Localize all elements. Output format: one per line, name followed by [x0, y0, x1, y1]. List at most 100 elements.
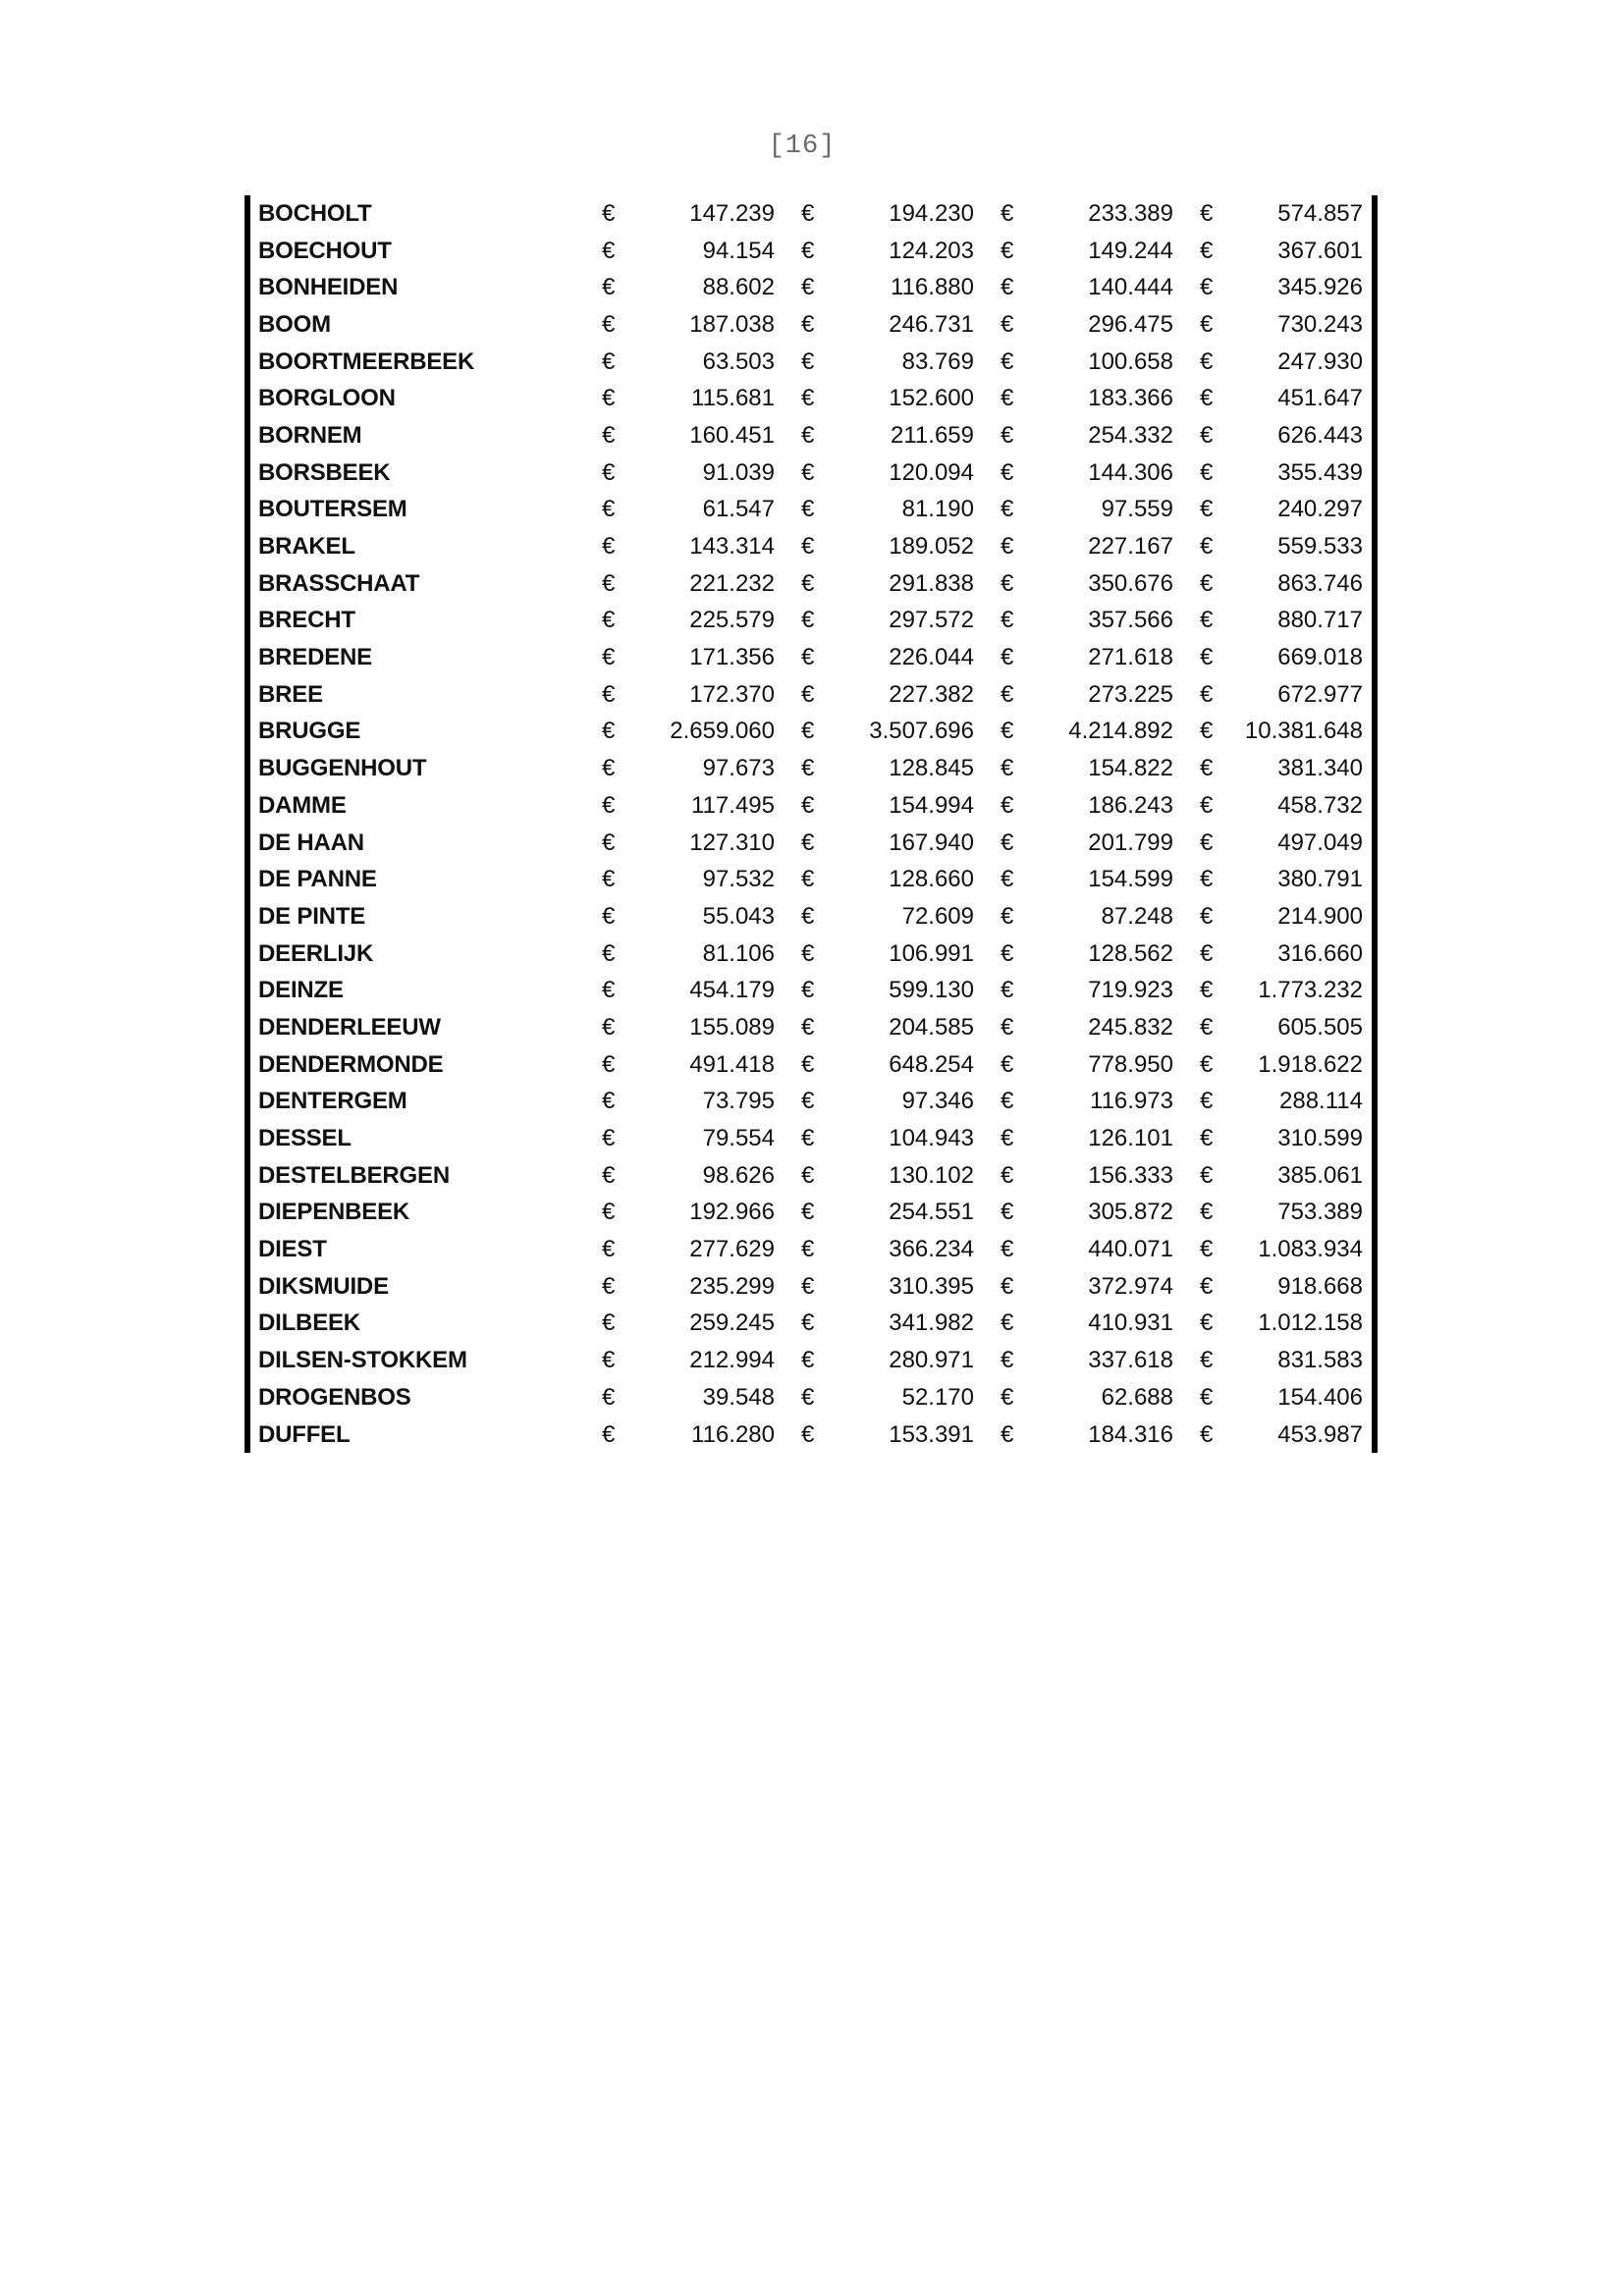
- amount-cell: €73.795: [599, 1088, 798, 1115]
- table-row: DE HAAN €127.310 €167.940 €201.799 €497.049: [250, 825, 1372, 862]
- amount-value: 280.971: [889, 1347, 974, 1374]
- amount-cell: €144.306: [998, 459, 1197, 487]
- amount-cell: €605.505: [1197, 1014, 1372, 1041]
- amount-cell: €155.089: [599, 1014, 798, 1041]
- amount-cell: €120.094: [798, 459, 998, 487]
- municipality-name: DENDERMONDE: [258, 1050, 444, 1078]
- amount-value: 246.731: [889, 310, 974, 338]
- table-row: DEERLIJK €81.106 €106.991 €128.562 €316.660: [250, 935, 1372, 973]
- amount-value: 115.681: [691, 385, 775, 412]
- euro-symbol: €: [1001, 1236, 1014, 1263]
- euro-symbol: €: [1200, 607, 1214, 634]
- table-row: BRAKEL €143.314 €189.052 €227.167 €559.533: [250, 528, 1372, 565]
- amount-value: 116.973: [1090, 1088, 1173, 1115]
- table-row: DROGENBOS €39.548 €52.170 €62.688 €154.406: [250, 1379, 1372, 1416]
- euro-symbol: €: [1001, 1383, 1014, 1411]
- euro-symbol: €: [1001, 828, 1014, 856]
- amount-value: 62.688: [1101, 1383, 1173, 1411]
- amount-cell: €366.234: [798, 1236, 998, 1263]
- amount-cell: €52.170: [798, 1384, 998, 1412]
- amount-cell: €183.366: [998, 385, 1197, 412]
- euro-symbol: €: [602, 1050, 616, 1078]
- table-row: BRECHT €225.579 €297.572 €357.566 €880.717: [250, 603, 1372, 640]
- amount-value: 189.052: [889, 533, 974, 561]
- amount-cell: €72.609: [798, 903, 998, 931]
- amount-cell: €254.551: [798, 1199, 998, 1226]
- amount-value: 155.089: [689, 1013, 775, 1041]
- amount-cell: €130.102: [798, 1162, 998, 1190]
- municipality-name: DILSEN-STOKKEM: [258, 1347, 467, 1374]
- municipality-name: BREDENE: [258, 644, 372, 671]
- amount-value: 497.049: [1277, 828, 1363, 856]
- amount-value: 259.245: [689, 1309, 775, 1337]
- amount-value: 233.389: [1088, 199, 1173, 227]
- euro-symbol: €: [801, 1088, 815, 1115]
- amount-cell: €291.838: [798, 570, 998, 598]
- amount-value: 574.857: [1277, 199, 1363, 227]
- amount-value: 10.381.648: [1244, 718, 1363, 745]
- euro-symbol: €: [801, 310, 815, 338]
- amount-cell: €372.974: [998, 1273, 1197, 1301]
- amount-value: 124.203: [889, 237, 974, 264]
- euro-symbol: €: [1200, 1383, 1214, 1411]
- amount-cell: €626.443: [1197, 422, 1372, 450]
- municipality-name: DIEPENBEEK: [258, 1199, 410, 1226]
- amount-value: 753.389: [1277, 1199, 1363, 1226]
- municipality-name: BORNEM: [258, 421, 362, 449]
- amount-value: 454.179: [689, 977, 775, 1004]
- euro-symbol: €: [602, 385, 616, 412]
- euro-symbol: €: [602, 1199, 616, 1226]
- euro-symbol: €: [801, 533, 815, 561]
- euro-symbol: €: [1200, 1161, 1214, 1189]
- amount-value: 245.832: [1088, 1013, 1173, 1041]
- amount-cell: €154.994: [798, 792, 998, 820]
- amount-cell: €1.918.622: [1197, 1051, 1372, 1079]
- amount-cell: €259.245: [599, 1309, 798, 1337]
- amount-cell: €863.746: [1197, 570, 1372, 598]
- amount-cell: €83.769: [798, 348, 998, 376]
- amount-cell: €918.668: [1197, 1273, 1372, 1301]
- amount-cell: €367.601: [1197, 238, 1372, 265]
- euro-symbol: €: [602, 791, 616, 819]
- amount-value: 225.579: [689, 607, 775, 634]
- amount-value: 154.599: [1088, 866, 1173, 893]
- euro-symbol: €: [801, 1050, 815, 1078]
- amount-cell: €106.991: [798, 940, 998, 968]
- amount-cell: €194.230: [798, 200, 998, 228]
- euro-symbol: €: [801, 1013, 815, 1041]
- euro-symbol: €: [602, 496, 616, 523]
- amount-cell: €39.548: [599, 1384, 798, 1412]
- amount-value: 171.356: [689, 644, 775, 671]
- amount-value: 52.170: [901, 1383, 974, 1411]
- euro-symbol: €: [1001, 421, 1014, 449]
- euro-symbol: €: [1200, 1272, 1214, 1300]
- euro-symbol: €: [1001, 607, 1014, 634]
- amount-cell: €117.495: [599, 792, 798, 820]
- table-row: BOCHOLT €147.239 €194.230 €233.389 €574.857: [250, 195, 1372, 233]
- table-row: BOECHOUT €94.154 €124.203 €149.244 €367.601: [250, 233, 1372, 270]
- municipality-name: DE PINTE: [258, 902, 366, 930]
- amount-value: 83.769: [901, 347, 974, 375]
- euro-symbol: €: [602, 1088, 616, 1115]
- amount-cell: €100.658: [998, 348, 1197, 376]
- euro-symbol: €: [801, 385, 815, 412]
- euro-symbol: €: [1001, 569, 1014, 597]
- amount-cell: €87.248: [998, 903, 1197, 931]
- amount-cell: €730.243: [1197, 311, 1372, 339]
- amount-cell: €192.966: [599, 1199, 798, 1226]
- table-row: DE PINTE €55.043 €72.609 €87.248 €214.900: [250, 898, 1372, 935]
- amount-value: 296.475: [1088, 310, 1173, 338]
- euro-symbol: €: [1001, 755, 1014, 782]
- amount-value: 247.930: [1277, 347, 1363, 375]
- amount-value: 126.101: [1088, 1125, 1173, 1152]
- amount-cell: €116.880: [798, 274, 998, 301]
- table-row: DILSEN-STOKKEM €212.994 €280.971 €337.618 €8…: [250, 1342, 1372, 1379]
- amount-cell: €211.659: [798, 422, 998, 450]
- amount-value: 305.872: [1088, 1199, 1173, 1226]
- euro-symbol: €: [1200, 718, 1214, 745]
- table-row: BOUTERSEM €61.547 €81.190 €97.559 €240.297: [250, 492, 1372, 529]
- amount-cell: €273.225: [998, 681, 1197, 709]
- table-row: DIEST €277.629 €366.234 €440.071 €1.083.934: [250, 1231, 1372, 1268]
- amount-cell: €305.872: [998, 1199, 1197, 1226]
- amount-value: 440.071: [1088, 1236, 1173, 1263]
